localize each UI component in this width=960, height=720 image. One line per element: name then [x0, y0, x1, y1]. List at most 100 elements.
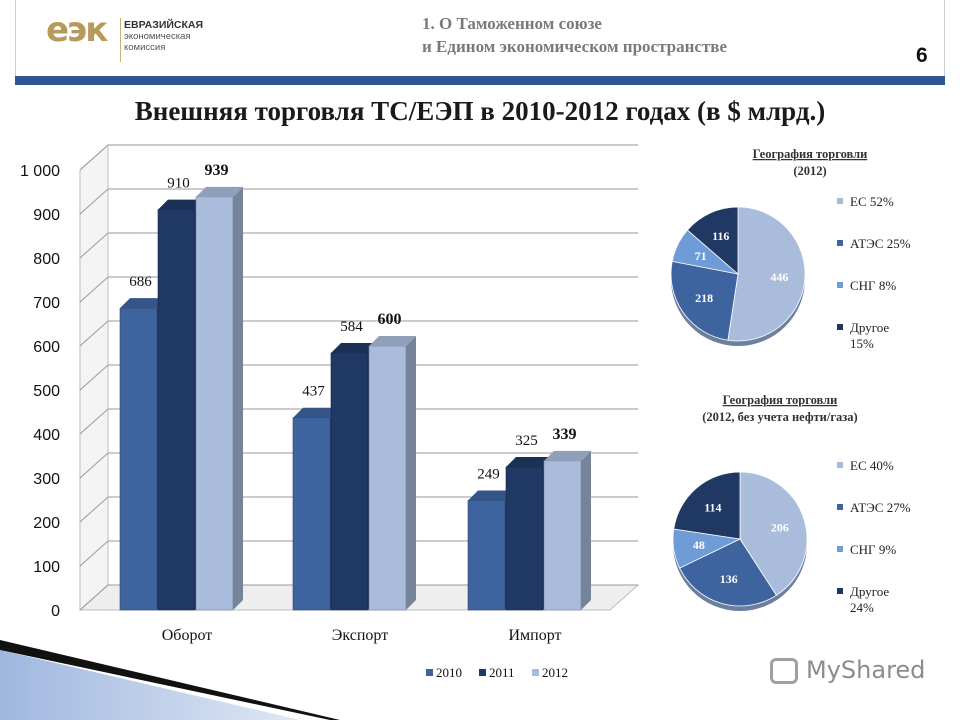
- main-title: Внешняя торговля ТС/ЕЭП в 2010-2012 года…: [134, 96, 826, 126]
- pie-slice: [727, 206, 806, 342]
- y-tick-label: 200: [33, 515, 60, 532]
- legend-label: 2012: [542, 665, 568, 680]
- y-tick-label: 400: [33, 427, 60, 444]
- logo-line-1: ЕВРАЗИЙСКАЯ: [124, 19, 204, 31]
- bar-chart-gridline: [79, 232, 638, 259]
- x-tick-label: Экспорт: [332, 627, 388, 644]
- pie-slice-label: 206: [771, 520, 789, 534]
- pie-slice: [679, 538, 777, 607]
- pie-legend-swatch: [837, 588, 843, 594]
- pie-legend-label: АТЭС 25%: [850, 236, 911, 251]
- section-title-line-2: и Едином экономическом пространстве: [422, 37, 728, 56]
- corner-decoration: [0, 640, 340, 720]
- x-tick-label: Импорт: [508, 627, 561, 644]
- pie-legend-label: АТЭС 27%: [850, 500, 911, 515]
- bar-data-label: 437: [302, 384, 325, 400]
- pie-slice-label: 71: [695, 249, 707, 263]
- pie-legend-swatch: [837, 462, 843, 468]
- legend-label: 2011: [489, 665, 515, 680]
- pie-legend-swatch: [837, 546, 843, 552]
- y-tick-label: 600: [33, 339, 60, 356]
- x-tick-label: Оборот: [162, 627, 212, 644]
- pie-title: География торговли: [753, 147, 868, 161]
- bar-data-label: 939: [205, 162, 229, 179]
- bar-chart-legend: 2010 2011 2012: [426, 665, 568, 680]
- bar-chart-gridline: [79, 584, 638, 611]
- y-tick-label: 300: [33, 471, 60, 488]
- pie-legend-label: ЕС 40%: [850, 458, 894, 473]
- bar-data-label: 686: [129, 274, 152, 290]
- bar-chart-gridline: [79, 188, 638, 215]
- bar-Экспорт-2010: [292, 407, 340, 611]
- y-tick-label: 0: [51, 603, 60, 620]
- logo-mark: еэк: [46, 10, 108, 50]
- bar-chart-gridline: [79, 452, 638, 479]
- bar-data-label: 339: [553, 426, 577, 443]
- pie-slice-label: 116: [712, 229, 729, 243]
- header-bar: [15, 76, 945, 85]
- pie-chart-trade-geography-no-oil-gas: География торговли (2012, без учета нефти…: [672, 393, 911, 615]
- pie-slice-label: 136: [720, 572, 738, 586]
- pie-legend-label: 24%: [850, 600, 874, 615]
- bar-chart-gridline: [79, 276, 638, 303]
- logo-line-2: экономическая: [124, 31, 191, 42]
- y-tick-label: 1 000: [20, 163, 60, 180]
- pie-title: География торговли: [723, 393, 838, 407]
- bar-data-label: 910: [167, 176, 190, 192]
- pie-legend-swatch: [837, 504, 843, 510]
- watermark-text: MyShared: [806, 656, 926, 684]
- bar-Импорт-2012: [543, 450, 591, 611]
- pie-slice: [673, 471, 741, 540]
- y-tick-label: 700: [33, 295, 60, 312]
- bar-chart-gridline: [79, 496, 638, 523]
- pie-legend-swatch: [837, 282, 843, 288]
- pie-legend-label: Другое: [850, 584, 889, 599]
- y-tick-label: 800: [33, 251, 60, 268]
- pie-legend-swatch: [837, 240, 843, 246]
- y-tick-label: 100: [33, 559, 60, 576]
- pie-legend-label: ЕС 52%: [850, 194, 894, 209]
- pie-legend-swatch: [837, 324, 843, 330]
- pie-slice-label: 218: [695, 291, 713, 305]
- bar-chart-y-ticks: 0 100 200 300 400 500 600 700 800 900 1 000: [20, 163, 60, 620]
- pie-slice-label: 114: [704, 501, 721, 515]
- pie-legend-label: СНГ 8%: [850, 278, 896, 293]
- bar-chart-gridline: [79, 144, 638, 171]
- bar-chart-bars: [119, 186, 591, 611]
- bar-data-label: 584: [340, 319, 363, 335]
- pie-slice-label: 48: [693, 538, 705, 552]
- logo-divider: [120, 18, 121, 62]
- bar-Оборот-2012: [195, 186, 243, 611]
- bar-Экспорт-2012: [368, 336, 416, 611]
- y-tick-label: 500: [33, 383, 60, 400]
- logo-line-3: комиссия: [124, 42, 166, 53]
- legend-swatch: [426, 669, 433, 676]
- bar-chart-data-labels: 686 910 939 437 584 600 249 325 339: [129, 162, 576, 483]
- pie-legend-label: Другое: [850, 320, 889, 335]
- y-tick-label: 900: [33, 207, 60, 224]
- pie-chart-trade-geography: География торговли (2012) 446 218 71 116 ЕС 52…: [670, 147, 911, 351]
- bar-chart-gridline: [79, 540, 638, 567]
- header-frame: [15, 0, 945, 82]
- legend-swatch: [479, 669, 486, 676]
- bar-chart-x-ticks: Оборот Экспорт Импорт: [162, 627, 562, 644]
- logo-text: ЕВРАЗИЙСКАЯ экономическая комиссия: [124, 19, 204, 54]
- pie-slice-label: 446: [770, 270, 788, 284]
- bar-data-label: 325: [515, 433, 538, 449]
- page-number: 6: [916, 44, 928, 67]
- section-title: 1. О Таможенном союзе и Едином экономиче…: [422, 12, 727, 58]
- pie-subtitle: (2012, без учета нефти/газа): [702, 410, 857, 424]
- legend-label: 2010: [436, 665, 462, 680]
- legend-swatch: [532, 669, 539, 676]
- pie-slice: [670, 260, 739, 341]
- watermark-icon: [770, 658, 798, 684]
- pie-legend-swatch: [837, 198, 843, 204]
- bar-data-label: 249: [477, 466, 500, 482]
- pie-legend-label: 15%: [850, 336, 874, 351]
- bar-chart-gridline: [79, 408, 638, 435]
- bar-chart-gridline: [79, 320, 638, 347]
- pie-subtitle: (2012): [793, 164, 826, 178]
- bar-chart: 0 100 200 300 400 500 600 700 800 900 1 000 686 910…: [20, 143, 640, 680]
- bar-chart-gridline: [79, 364, 638, 391]
- pie-legend-label: СНГ 9%: [850, 542, 896, 557]
